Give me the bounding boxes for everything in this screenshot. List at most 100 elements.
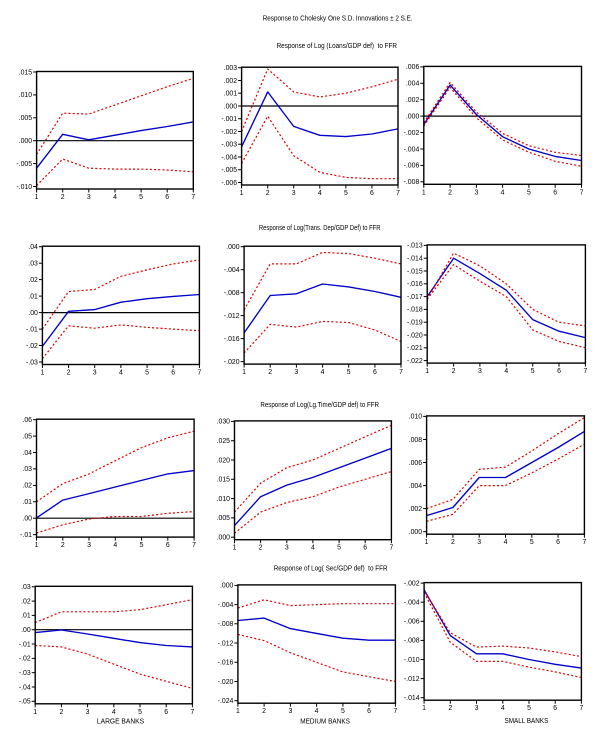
svg-text:2: 2 [262, 708, 266, 715]
svg-text:6: 6 [553, 189, 557, 196]
svg-text:1: 1 [240, 190, 244, 197]
svg-text:4: 4 [311, 545, 315, 552]
svg-text:7: 7 [389, 545, 393, 552]
svg-text:.04: .04 [22, 450, 32, 457]
svg-text:7: 7 [579, 705, 583, 712]
svg-text:.003: .003 [224, 65, 238, 72]
svg-text:3: 3 [474, 189, 478, 196]
svg-text:6: 6 [165, 194, 169, 201]
svg-text:.002: .002 [224, 78, 238, 85]
svg-text:3: 3 [87, 194, 91, 201]
svg-text:4: 4 [318, 190, 322, 197]
svg-text:7: 7 [396, 190, 400, 197]
svg-text:-.002: -.002 [221, 129, 237, 136]
svg-text:-.003: -.003 [221, 142, 237, 149]
svg-text:4: 4 [504, 539, 508, 546]
svg-text:.002: .002 [406, 97, 420, 104]
svg-text:2: 2 [266, 190, 270, 197]
svg-text:2: 2 [67, 370, 71, 377]
svg-text:.015: .015 [19, 69, 33, 76]
svg-text:-.012: -.012 [224, 313, 240, 320]
svg-text:2: 2 [259, 545, 263, 552]
svg-text:.000: .000 [226, 244, 240, 251]
svg-text:-.02: -.02 [19, 656, 31, 663]
svg-text:-.002: -.002 [404, 580, 420, 587]
svg-text:4: 4 [113, 542, 117, 549]
svg-text:-.004: -.004 [221, 154, 237, 161]
svg-text:4: 4 [119, 370, 123, 377]
svg-text:-.024: -.024 [218, 698, 234, 705]
svg-text:.030: .030 [217, 419, 231, 426]
svg-text:.00: .00 [21, 627, 31, 634]
svg-text:-.005: -.005 [16, 161, 32, 168]
svg-text:7: 7 [197, 370, 201, 377]
svg-text:-.02: -.02 [26, 343, 38, 350]
svg-text:5: 5 [139, 194, 143, 201]
svg-text:-.016: -.016 [407, 281, 423, 288]
svg-text:-.008: -.008 [404, 638, 420, 645]
svg-text:5: 5 [344, 190, 348, 197]
svg-text:-.016: -.016 [218, 660, 234, 667]
svg-text:7: 7 [192, 542, 196, 549]
svg-text:-.012: -.012 [218, 640, 234, 647]
svg-text:6: 6 [367, 708, 371, 715]
svg-text:6: 6 [370, 190, 374, 197]
svg-text:.010: .010 [19, 92, 33, 99]
svg-text:2: 2 [61, 194, 65, 201]
svg-text:.004: .004 [409, 483, 423, 490]
svg-text:-.014: -.014 [404, 695, 420, 702]
svg-text:.01: .01 [28, 293, 38, 300]
svg-text:5: 5 [140, 542, 144, 549]
svg-text:4: 4 [501, 189, 505, 196]
svg-text:6: 6 [557, 368, 561, 375]
svg-text:.015: .015 [217, 477, 231, 484]
svg-text:.000: .000 [409, 529, 423, 536]
svg-text:7: 7 [399, 369, 403, 376]
svg-text:2: 2 [451, 539, 455, 546]
svg-text:3: 3 [87, 542, 91, 549]
svg-text:2: 2 [59, 709, 63, 716]
svg-text:5: 5 [530, 539, 534, 546]
svg-text:1: 1 [40, 370, 44, 377]
svg-text:5: 5 [527, 705, 531, 712]
svg-text:4: 4 [504, 368, 508, 375]
svg-text:.006: .006 [406, 64, 420, 71]
svg-text:3: 3 [93, 370, 97, 377]
svg-text:-.006: -.006 [404, 619, 420, 626]
svg-text:-.019: -.019 [407, 320, 423, 327]
svg-text:.000: .000 [220, 583, 234, 590]
svg-text:1: 1 [425, 539, 429, 546]
svg-text:5: 5 [531, 368, 535, 375]
svg-text:-.004: -.004 [404, 600, 420, 607]
svg-text:1: 1 [422, 189, 426, 196]
svg-text:7: 7 [191, 194, 195, 201]
svg-text:6: 6 [373, 369, 377, 376]
svg-text:6: 6 [363, 545, 367, 552]
svg-text:1: 1 [33, 709, 37, 716]
svg-text:6: 6 [171, 370, 175, 377]
svg-text:.002: .002 [409, 506, 423, 513]
svg-text:-.021: -.021 [407, 345, 423, 352]
svg-text:-.006: -.006 [221, 180, 237, 187]
svg-text:3: 3 [292, 190, 296, 197]
svg-text:-.010: -.010 [404, 657, 420, 664]
svg-text:-.004: -.004 [218, 602, 234, 609]
svg-text:2: 2 [268, 369, 272, 376]
svg-text:5: 5 [527, 189, 531, 196]
svg-text:-.005: -.005 [221, 167, 237, 174]
svg-text:1: 1 [422, 705, 426, 712]
svg-text:.001: .001 [224, 91, 238, 98]
svg-text:.000: .000 [406, 113, 420, 120]
svg-text:LARGE BANKS: LARGE BANKS [97, 719, 145, 726]
svg-text:-.020: -.020 [407, 332, 423, 339]
svg-text:5: 5 [138, 709, 142, 716]
svg-text:.005: .005 [19, 115, 33, 122]
svg-text:.004: .004 [406, 81, 420, 88]
svg-text:-.004: -.004 [404, 146, 420, 153]
svg-text:.000: .000 [19, 138, 33, 145]
svg-text:.02: .02 [21, 598, 31, 605]
svg-text:3: 3 [294, 369, 298, 376]
svg-text:4: 4 [501, 705, 505, 712]
svg-text:.025: .025 [217, 438, 231, 445]
svg-text:3: 3 [477, 539, 481, 546]
